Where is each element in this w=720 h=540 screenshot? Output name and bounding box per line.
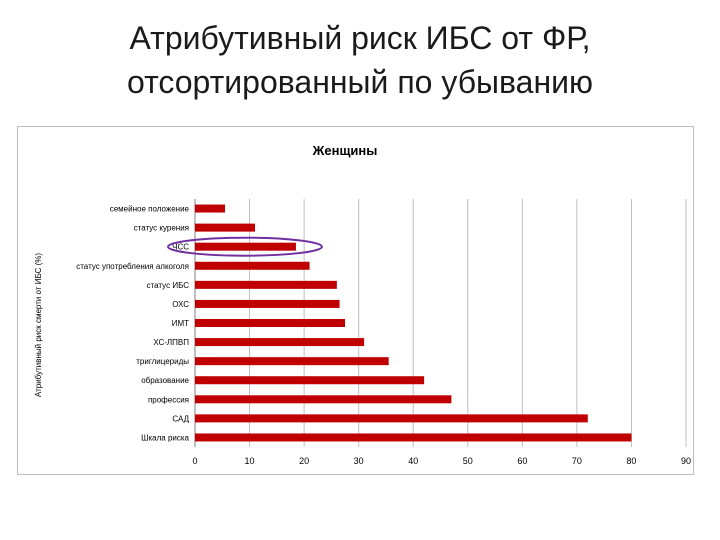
category-label: статус употребления алкоголя: [76, 262, 189, 271]
category-label: Шкала риска: [141, 433, 189, 442]
x-tick-label: 20: [299, 456, 309, 466]
category-label: семейное положение: [110, 205, 190, 214]
category-labels: семейное положение статус курения ЧСС стату…: [76, 205, 189, 443]
bar: [195, 242, 296, 251]
bar: [195, 204, 226, 213]
x-tick-label: 50: [463, 456, 473, 466]
highlight-ellipse: [167, 236, 323, 257]
bar: [195, 338, 365, 347]
bar: [195, 223, 256, 232]
category-label: статус курения: [134, 224, 189, 233]
category-label: ЧСС: [172, 243, 189, 252]
x-tick-label: 40: [408, 456, 418, 466]
x-tick-labels: 0 10 20 30 40 50 60 70 80 90: [192, 456, 691, 466]
bar: [195, 299, 340, 308]
chart-title: Женщины: [312, 143, 378, 158]
x-tick-label: 10: [245, 456, 255, 466]
category-label: образование: [141, 376, 189, 385]
slide-title: Атрибутивный риск ИБС от ФР, отсортирова…: [0, 16, 720, 104]
x-tick-label: 90: [681, 456, 691, 466]
bar: [195, 261, 310, 270]
category-label: статус ИБС: [147, 281, 190, 290]
y-axis-label: Атрибутивный риск смерти от ИБС (%): [34, 253, 43, 397]
category-label: САД: [172, 414, 189, 423]
bar: [195, 280, 337, 289]
bar: [195, 433, 632, 442]
slide-title-line-1: Атрибутивный риск ИБС от ФР,: [129, 20, 591, 56]
category-label: триглицериды: [136, 357, 189, 366]
category-label: ИМТ: [172, 319, 189, 328]
bar: [195, 414, 588, 423]
x-tick-label: 60: [517, 456, 527, 466]
x-tick-label: 30: [354, 456, 364, 466]
x-tick-label: 80: [626, 456, 636, 466]
category-label: ОХС: [172, 300, 189, 309]
bar: [195, 376, 425, 385]
bars: [195, 204, 632, 442]
category-label: ХС-ЛПВП: [153, 338, 189, 347]
slide-title-line-2: отсортированный по убыванию: [127, 64, 593, 100]
category-label: профессия: [148, 395, 189, 404]
bar: [195, 319, 346, 327]
x-tick-label: 70: [572, 456, 582, 466]
x-tick-label: 0: [192, 456, 197, 466]
bar: [195, 357, 389, 366]
bar: [195, 395, 452, 404]
highlight-annotation: [167, 236, 323, 257]
